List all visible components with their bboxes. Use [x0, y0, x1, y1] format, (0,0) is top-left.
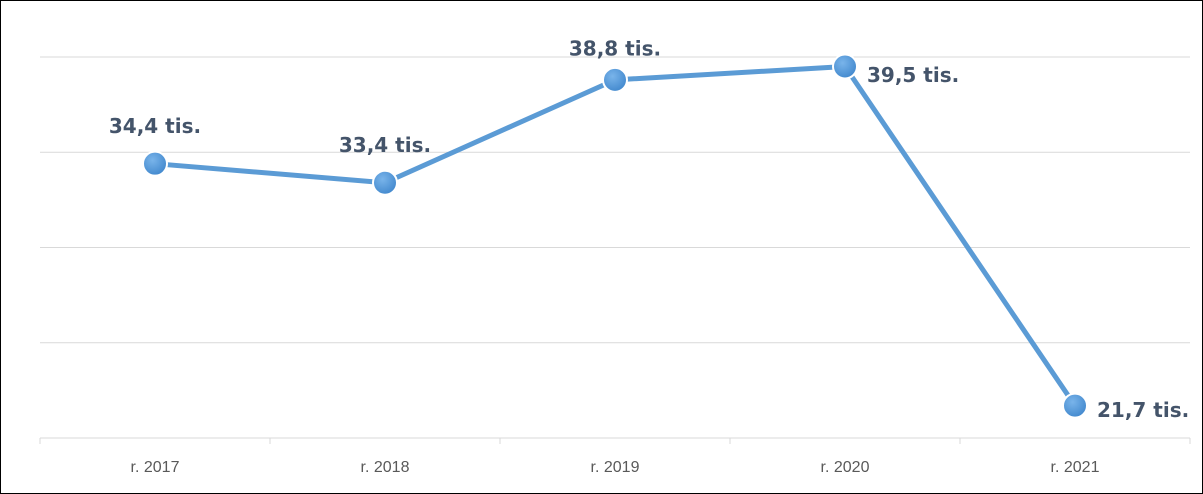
- x-tick-label: r. 2019: [591, 459, 640, 476]
- marker: [602, 66, 628, 93]
- data-label: 33,4 tis.: [339, 133, 431, 157]
- data-label: 39,5 tis.: [867, 63, 959, 87]
- data-label: 38,8 tis.: [569, 36, 661, 60]
- x-tick-label: r. 2018: [361, 459, 410, 476]
- x-tick-label: r. 2021: [1051, 459, 1100, 476]
- marker: [832, 53, 858, 80]
- x-tick-label: r. 2020: [821, 459, 870, 476]
- marker: [142, 150, 168, 177]
- marker: [372, 169, 398, 196]
- data-label: 21,7 tis.: [1097, 398, 1189, 422]
- marker: [1062, 392, 1088, 419]
- data-label: 34,4 tis.: [109, 114, 201, 138]
- x-tick-label: r. 2017: [131, 459, 180, 476]
